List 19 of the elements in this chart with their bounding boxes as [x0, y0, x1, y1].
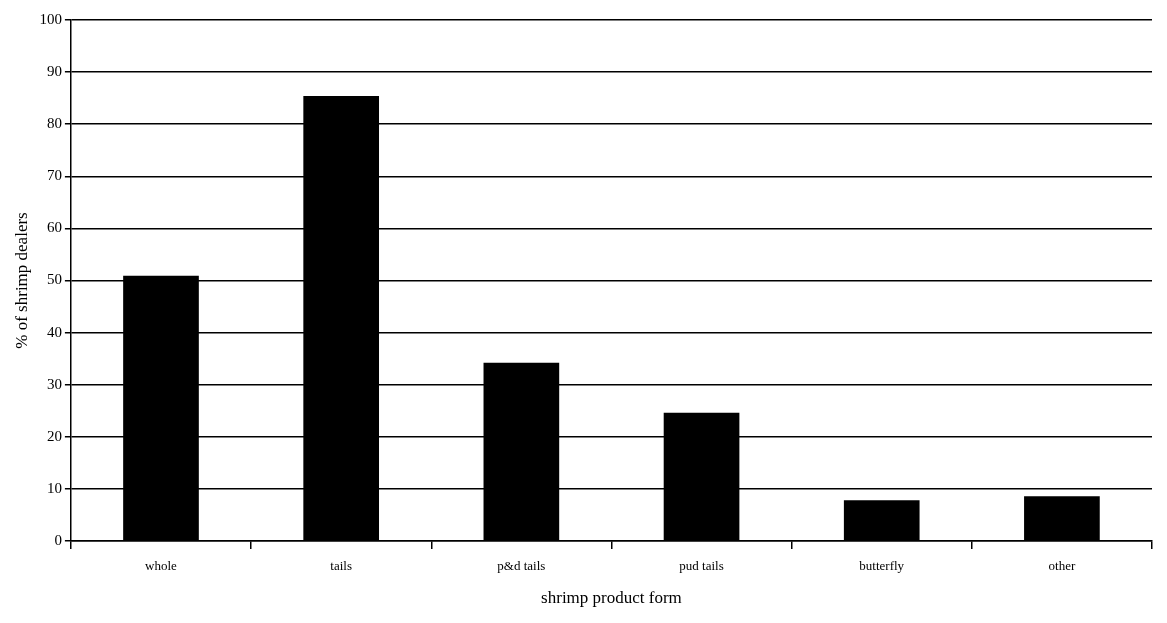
- x-tick-label: other: [1048, 558, 1076, 574]
- y-tick-label: 30: [46, 375, 62, 392]
- y-tick-label: 90: [46, 63, 62, 80]
- x-axis-title: shrimp product form: [541, 588, 682, 608]
- y-tick-label: 100: [39, 10, 62, 27]
- x-tick-label: pud tails: [679, 558, 724, 574]
- y-tick-label: 70: [46, 167, 62, 184]
- y-tick-label: 10: [46, 479, 62, 496]
- y-tick-label: 40: [46, 323, 62, 340]
- x-tick-label: p&d tails: [497, 558, 546, 574]
- x-tick-label: tails: [330, 558, 353, 574]
- y-tick-label: 20: [46, 427, 62, 444]
- x-tick-label: butterfly: [859, 558, 905, 574]
- y-tick-label: 60: [46, 219, 62, 236]
- y-axis-title: % of shrimp dealers: [11, 212, 31, 349]
- x-tick-label: whole: [145, 558, 178, 574]
- y-tick-label: 50: [46, 271, 62, 288]
- y-tick-label: 80: [46, 115, 62, 132]
- y-tick-label: 0: [54, 531, 62, 548]
